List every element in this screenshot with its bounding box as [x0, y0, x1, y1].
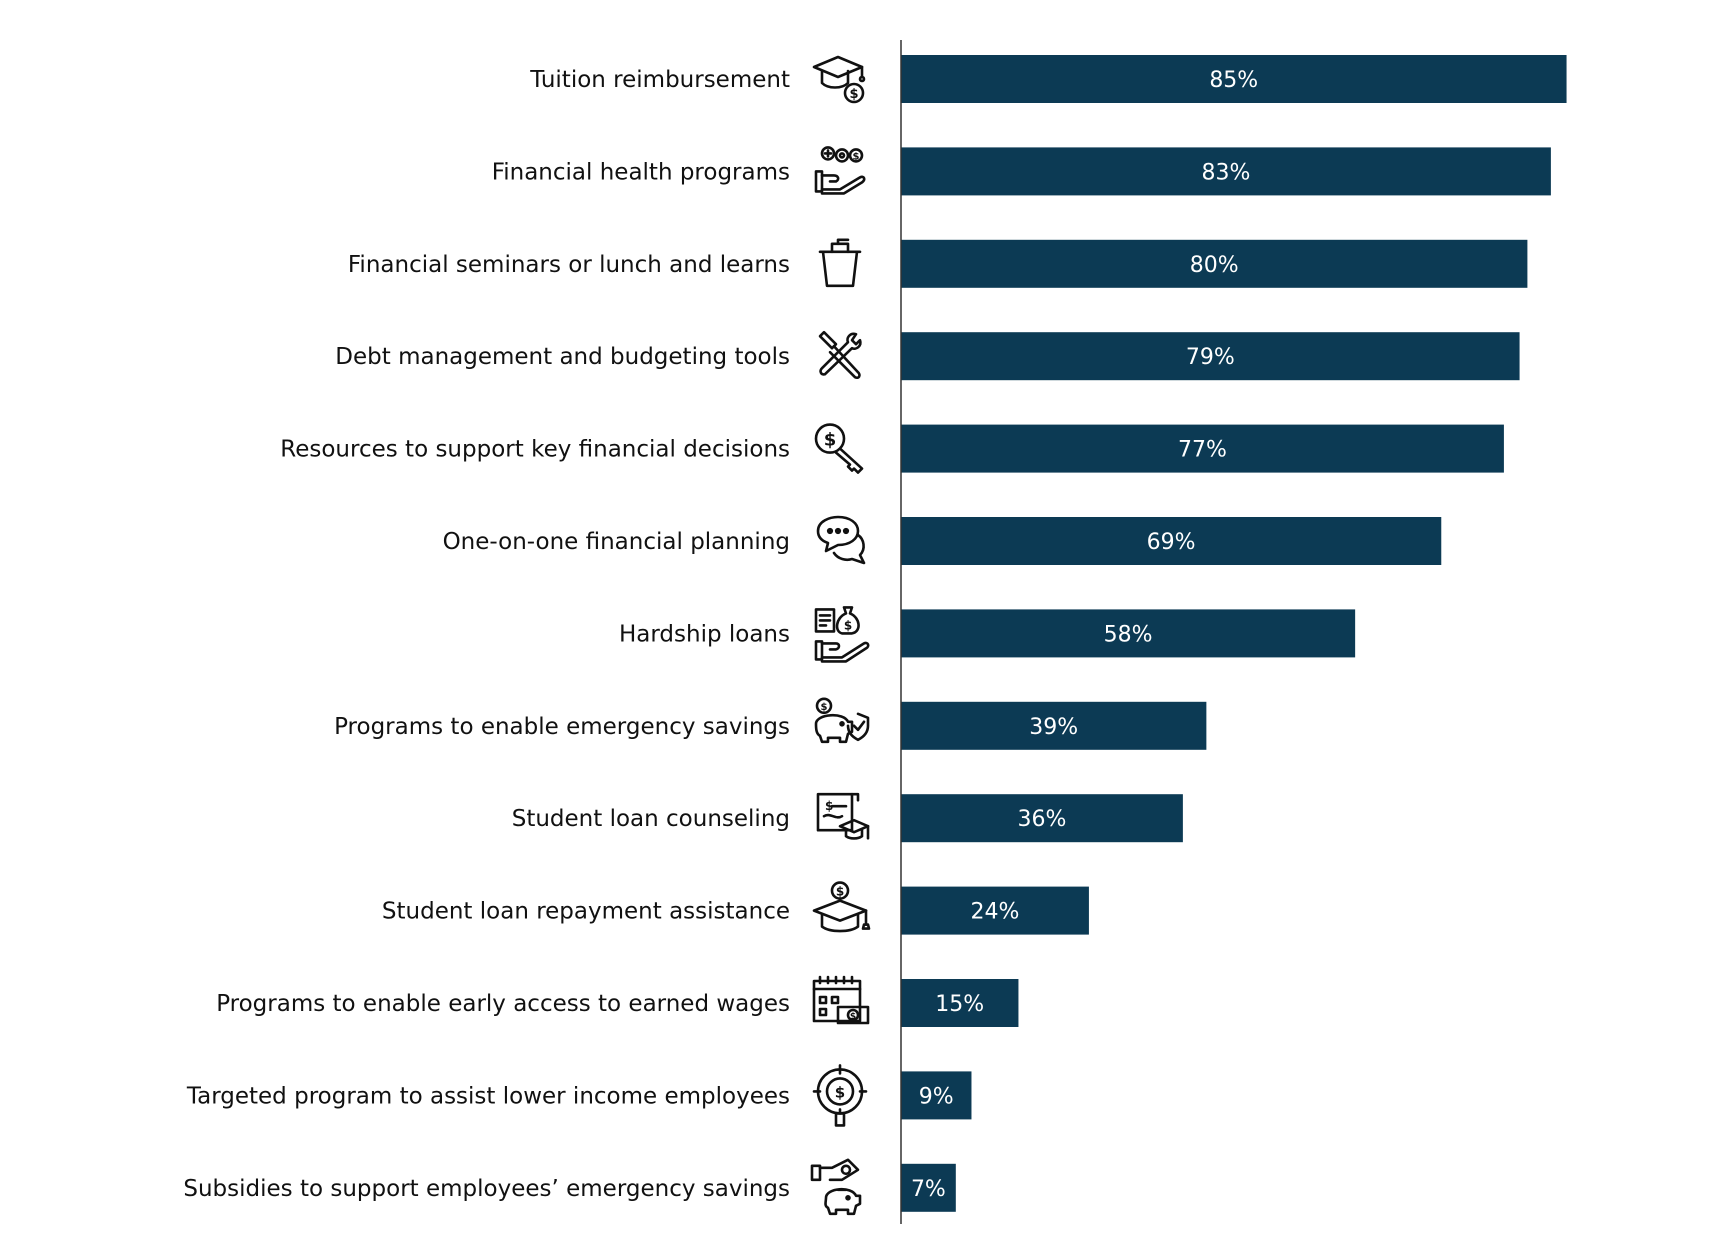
data-label: 15% [935, 992, 984, 1017]
hand-gears-dollar-icon: $ [814, 146, 866, 195]
category-labels: Tuition reimbursement Financial health p… [183, 67, 790, 1202]
calendar-cash-icon: $ [812, 975, 870, 1025]
bar [901, 332, 1520, 381]
category-label: Hardship loans [619, 621, 790, 647]
svg-text:$: $ [853, 151, 860, 162]
category-label: Debt management and budgeting tools [335, 344, 790, 370]
bar [901, 55, 1567, 103]
category-label: Student loan counseling [512, 806, 790, 832]
category-label: Programs to enable early access to earne… [216, 991, 790, 1017]
data-label: 7% [911, 1177, 946, 1202]
data-label: 9% [919, 1084, 954, 1109]
bars-group: 85% 83% 80% 79% 77% 69% 58% 39% 36% 24% 15% 9% 7% [901, 55, 1567, 1212]
category-label: Financial health programs [492, 159, 790, 185]
bar [901, 1163, 956, 1212]
svg-text:$: $ [849, 87, 858, 102]
data-label: 24% [971, 900, 1020, 925]
data-label: 77% [1178, 438, 1227, 463]
data-label: 69% [1147, 530, 1196, 555]
svg-text:$: $ [824, 430, 837, 451]
category-label: Targeted program to assist lower income … [186, 1083, 790, 1109]
bar [901, 701, 1207, 750]
data-label: 36% [1017, 807, 1066, 832]
svg-text:$: $ [850, 1012, 856, 1022]
svg-text:$: $ [844, 618, 852, 632]
svg-text:$: $ [825, 799, 833, 813]
bar [901, 979, 1019, 1027]
cap-dollar-coin-icon: $ [812, 881, 871, 933]
bar [901, 424, 1504, 473]
bar [901, 1071, 972, 1120]
svg-text:$: $ [821, 702, 828, 713]
data-label: 39% [1029, 715, 1078, 740]
bar [901, 147, 1551, 196]
dollar-key-icon: $ [814, 423, 864, 474]
bar [901, 886, 1089, 935]
bar [901, 239, 1528, 288]
svg-text:$: $ [835, 1083, 845, 1101]
chat-bubbles-icon [816, 515, 866, 565]
student-loan-document-icon: $ [816, 792, 870, 840]
data-label: 85% [1209, 68, 1258, 93]
data-label: 80% [1190, 253, 1239, 278]
bar [901, 517, 1442, 565]
graduation-cap-dollar-icon: $ [812, 55, 866, 104]
data-label: 83% [1201, 160, 1250, 185]
data-label: 58% [1104, 622, 1153, 647]
category-label: Tuition reimbursement [529, 67, 790, 93]
bar [901, 794, 1183, 843]
target-dollar-icon: $ [812, 1064, 868, 1127]
data-label: 79% [1186, 345, 1235, 370]
piggy-bank-shield-icon: $ [814, 697, 870, 744]
category-label: Student loan repayment assistance [382, 899, 790, 925]
category-label: Programs to enable emergency savings [334, 714, 790, 740]
hand-cash-piggy-icon [810, 1158, 862, 1216]
svg-text:$: $ [836, 885, 844, 899]
category-label: One-on-one financial planning [443, 529, 790, 555]
category-label: Financial seminars or lunch and learns [348, 252, 790, 278]
category-icons: $ $ $ [810, 55, 871, 1216]
category-label: Subsidies to support employees’ emergenc… [183, 1176, 790, 1202]
category-label: Resources to support key financial decis… [280, 437, 790, 463]
hand-money-bag-icon: $ [814, 606, 870, 663]
wrench-screwdriver-icon [818, 330, 862, 379]
bar [901, 609, 1356, 658]
bucket-icon [818, 238, 862, 288]
